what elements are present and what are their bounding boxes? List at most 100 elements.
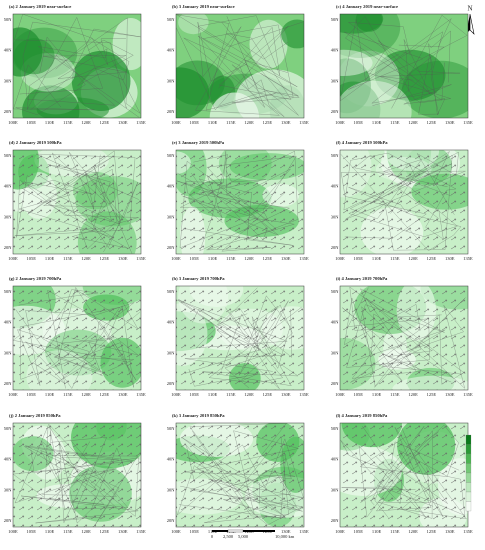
lat-label: 20N xyxy=(331,245,340,250)
lon-label: 130E xyxy=(445,529,455,534)
panel-title: (a) 2 January 2019 near-surface xyxy=(9,4,71,9)
lon-label: 100E xyxy=(335,256,345,261)
lat-label: 40N xyxy=(167,48,176,53)
colorbar-step xyxy=(465,501,472,512)
colorbar-step xyxy=(465,472,472,483)
lon-label: 135E xyxy=(299,392,309,397)
lon-label: 115E xyxy=(63,392,73,397)
lat-label: 50N xyxy=(4,426,13,431)
colorbar-step xyxy=(465,453,472,464)
map-field xyxy=(340,14,468,118)
lon-label: 130E xyxy=(281,256,291,261)
lon-label: 115E xyxy=(390,529,400,534)
boundary-line xyxy=(372,30,452,116)
lon-label: 130E xyxy=(445,256,455,261)
wind-vectors xyxy=(340,150,468,254)
lat-label: 40N xyxy=(4,320,13,325)
lon-label: 135E xyxy=(136,256,146,261)
lat-label: 30N xyxy=(4,214,13,219)
map-frame xyxy=(339,13,469,119)
lon-label: 115E xyxy=(63,256,73,261)
lon-label: 115E xyxy=(226,120,236,125)
panel-title: (g) 2 January 2019 700hPa xyxy=(9,276,62,281)
lon-label: 105E xyxy=(354,120,364,125)
lat-label: 20N xyxy=(331,109,340,114)
lon-label: 125E xyxy=(100,120,110,125)
panel-title: (e) 3 January 2019 500hPa xyxy=(172,140,225,145)
map-field xyxy=(176,14,304,118)
lat-label: 50N xyxy=(4,17,13,22)
map-field xyxy=(340,423,468,527)
lon-label: 105E xyxy=(190,392,200,397)
colorbar-step xyxy=(465,463,472,474)
lat-label: 40N xyxy=(167,320,176,325)
panel-title: (k) 3 January 2019 850hPa xyxy=(172,413,225,418)
lon-label: 120E xyxy=(81,529,91,534)
lon-label: 100E xyxy=(335,392,345,397)
map-frame xyxy=(339,149,469,255)
boundary-line xyxy=(38,46,140,118)
lon-label: 120E xyxy=(408,392,418,397)
lon-label: 110E xyxy=(208,120,218,125)
boundary-line xyxy=(220,22,299,117)
panel-title: (f) 4 January 2019 500hPa xyxy=(336,140,388,145)
map-frame xyxy=(175,285,305,391)
lon-label: 110E xyxy=(45,120,55,125)
map-frame xyxy=(12,285,142,391)
lon-label: 125E xyxy=(100,392,110,397)
wind-vectors xyxy=(340,286,468,390)
panel-title: (l) 4 January 2019 850hPa xyxy=(336,413,388,418)
map-frame xyxy=(175,13,305,119)
lat-label: 50N xyxy=(167,153,176,158)
lon-label: 110E xyxy=(45,392,55,397)
map-frame xyxy=(175,149,305,255)
lat-label: 50N xyxy=(331,426,340,431)
lon-label: 100E xyxy=(8,529,18,534)
lon-label: 110E xyxy=(372,256,382,261)
lat-label: 40N xyxy=(331,184,340,189)
lat-label: 30N xyxy=(4,78,13,83)
scale-bar: 0 2,500 5,000 10,000 km xyxy=(211,529,295,540)
field-blob xyxy=(176,67,210,118)
panel-title: (h) 3 January 2019 700hPa xyxy=(172,276,225,281)
wind-vectors xyxy=(176,286,304,390)
map-panel: (k) 3 January 2019 850hPa100E105E110E115… xyxy=(167,413,309,534)
colorbar xyxy=(465,434,472,512)
lon-label: 115E xyxy=(226,392,236,397)
lon-label: 125E xyxy=(100,529,110,534)
lon-label: 105E xyxy=(190,529,200,534)
lat-label: 20N xyxy=(331,518,340,523)
map-panel: (e) 3 January 2019 500hPa 100E 105E 110E 115… xyxy=(167,140,309,261)
lon-label: 120E xyxy=(81,120,91,125)
lat-label: 50N xyxy=(167,17,176,22)
lat-label: 40N xyxy=(167,457,176,462)
lon-label: 130E xyxy=(118,529,128,534)
lon-label: 135E xyxy=(299,529,309,534)
lon-label: 115E xyxy=(226,256,236,261)
map-field xyxy=(13,150,141,254)
lat-label: 30N xyxy=(4,350,13,355)
lon-label: 100E xyxy=(335,529,345,534)
field-blob xyxy=(281,19,304,49)
lon-label: 110E xyxy=(208,392,218,397)
lon-label: 125E xyxy=(263,256,273,261)
lat-label: 30N xyxy=(331,350,340,355)
lon-label: 110E xyxy=(45,256,55,261)
lat-label: 20N xyxy=(4,381,13,386)
lon-label: 110E xyxy=(45,529,55,534)
lon-label: 105E xyxy=(354,529,364,534)
lon-label: 105E xyxy=(190,256,200,261)
lon-label: 105E xyxy=(190,120,200,125)
lat-label: 40N xyxy=(4,184,13,189)
lon-label: 125E xyxy=(427,529,437,534)
map-field xyxy=(13,286,141,390)
lon-label: 100E xyxy=(8,392,18,397)
lat-label: 30N xyxy=(167,214,176,219)
lon-label: 115E xyxy=(390,120,400,125)
field-blob xyxy=(340,80,412,118)
boundary-line xyxy=(13,36,95,115)
lat-label: 20N xyxy=(167,381,176,386)
map-field xyxy=(176,150,304,254)
field-blob xyxy=(71,50,131,112)
